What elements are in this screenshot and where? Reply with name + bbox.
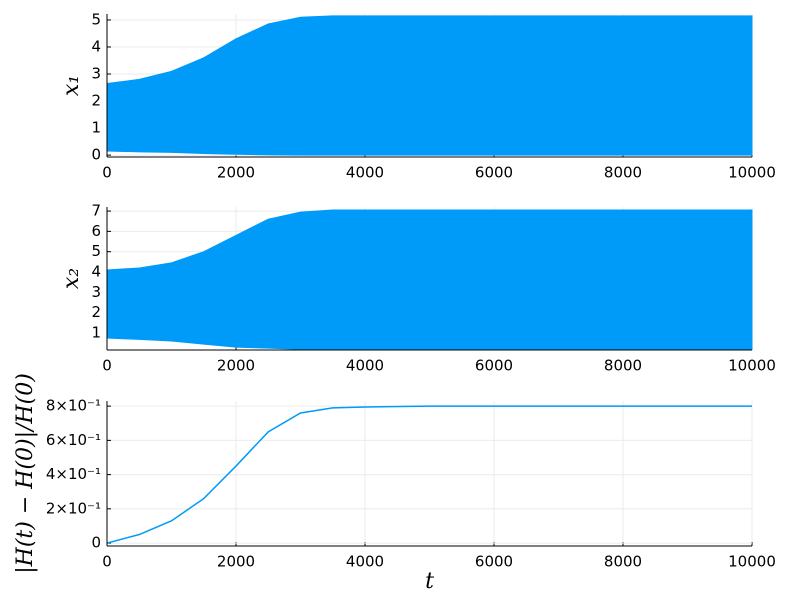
x-tick-label: 4000: [346, 164, 384, 182]
oscillation-band: [106, 209, 753, 350]
x-tick-label: 0: [102, 164, 112, 182]
x-axis-label: t: [425, 569, 434, 594]
y-tick-label: 5: [91, 242, 101, 260]
y-tick-label: 5: [91, 10, 101, 28]
y-tick-label: 3: [91, 283, 101, 301]
x-tick-label: 8000: [604, 357, 642, 375]
x-tick-label: 0: [102, 553, 112, 571]
x-tick-label: 4000: [346, 553, 384, 571]
x-tick-label: 6000: [475, 553, 513, 571]
x-tick-label: 0: [102, 357, 112, 375]
x-tick-label: 2000: [217, 553, 255, 571]
y-tick-label: 0: [91, 534, 101, 552]
y-tick-label: 6×10⁻¹: [46, 431, 101, 449]
y-tick-label: 6: [91, 222, 101, 240]
x-tick-label: 2000: [217, 357, 255, 375]
y-tick-label: 1: [91, 323, 101, 341]
y-tick-label: 0: [91, 146, 101, 164]
x-tick-label: 2000: [217, 164, 255, 182]
y-tick-label: 4: [91, 263, 101, 281]
oscillation-band: [106, 15, 753, 156]
y-tick-label: 2: [91, 303, 101, 321]
x-tick-label: 8000: [604, 553, 642, 571]
x-tick-label: 6000: [475, 357, 513, 375]
x-tick-label: 10000: [728, 553, 776, 571]
y-tick-label: 3: [91, 65, 101, 83]
y-axis-label: |H(t) − H(0)|/H(0): [13, 373, 38, 574]
y-tick-label: 4: [91, 37, 101, 55]
y-tick-label: 2×10⁻¹: [46, 499, 101, 517]
line: [106, 405, 752, 544]
x-tick-label: 10000: [728, 164, 776, 182]
x-tick-label: 8000: [604, 164, 642, 182]
x-tick-label: 4000: [346, 357, 384, 375]
y-tick-label: 8×10⁻¹: [46, 397, 101, 415]
y-axis-label: x₂: [59, 268, 84, 289]
y-tick-label: 4×10⁻¹: [46, 465, 101, 483]
x-tick-label: 6000: [475, 164, 513, 182]
y-axis-label: x₁: [59, 75, 84, 96]
y-tick-label: 2: [91, 92, 101, 110]
y-tick-label: 1: [91, 119, 101, 137]
x-tick-label: 10000: [728, 357, 776, 375]
y-tick-label: 7: [91, 202, 101, 220]
